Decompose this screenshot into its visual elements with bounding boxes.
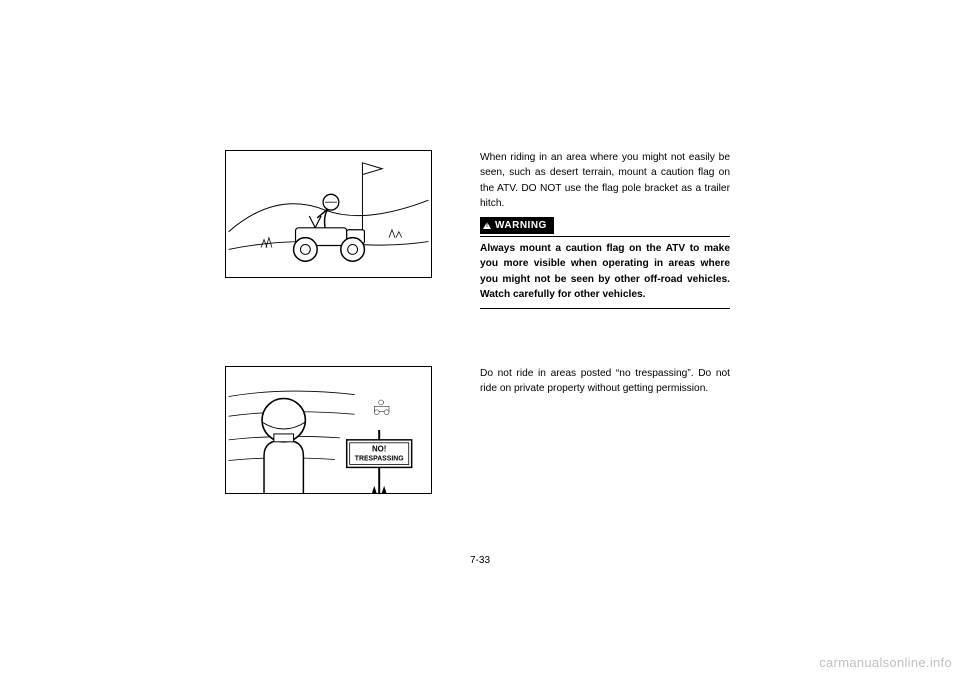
- warning-triangle-icon: !: [483, 222, 491, 229]
- warning-text: Always mount a caution flag on the ATV t…: [480, 241, 730, 302]
- warning-block: ! WARNING Always mount a caution flag on…: [480, 217, 730, 309]
- warning-rule-bottom: [480, 308, 730, 309]
- paragraph-flag: When riding in an area where you might n…: [480, 150, 730, 211]
- illustration-no-trespassing: NO! TRESPASSING: [225, 366, 432, 494]
- warning-label: ! WARNING: [480, 217, 554, 234]
- illustration-atv-flag: [225, 150, 432, 278]
- section-trespassing: NO! TRESPASSING Do not ride in areas pos…: [225, 366, 735, 494]
- paragraph-trespassing: Do not ride in areas posted “no trespass…: [480, 366, 730, 397]
- page-number: 7-33: [0, 555, 960, 566]
- warning-rule-top: [480, 236, 730, 237]
- text-column-flag: When riding in an area where you might n…: [480, 150, 730, 309]
- sign-text-line2: TRESPASSING: [355, 456, 404, 463]
- section-flag: When riding in an area where you might n…: [225, 150, 735, 309]
- manual-page: When riding in an area where you might n…: [0, 0, 960, 678]
- watermark: carmanualsonline.info: [819, 655, 952, 670]
- text-column-trespassing: Do not ride in areas posted “no trespass…: [480, 366, 730, 403]
- warning-label-text: WARNING: [495, 218, 547, 233]
- sign-text-line1: NO!: [372, 445, 386, 454]
